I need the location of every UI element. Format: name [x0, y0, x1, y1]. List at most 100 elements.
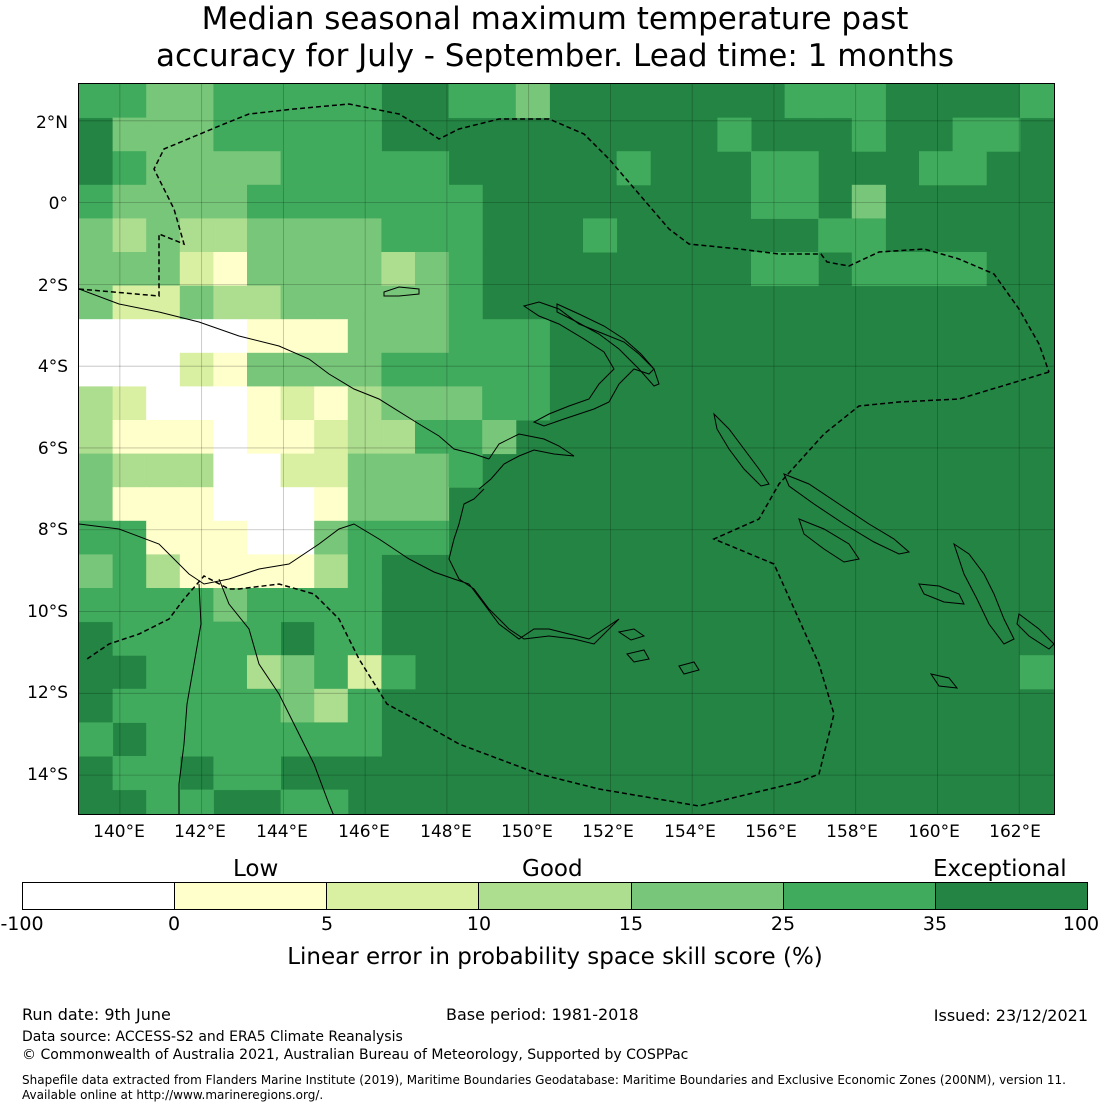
skill-cell [146, 420, 181, 455]
skill-cell [448, 184, 483, 219]
colorbar-label: Linear error in probability space skill … [287, 944, 823, 970]
skill-cell [213, 487, 248, 522]
skill-cell [381, 151, 416, 186]
skill-cell [247, 621, 282, 656]
skill-cell [146, 487, 181, 522]
skill-cell [280, 218, 315, 253]
skill-cell [415, 151, 450, 186]
skill-cell [247, 453, 282, 488]
lon-label-162e: 162°E [989, 822, 1041, 842]
skill-cell [247, 520, 282, 555]
skill-cell [79, 487, 114, 522]
skill-cell [347, 184, 382, 219]
skill-cell [347, 487, 382, 522]
skill-cell [247, 117, 282, 152]
skill-cell [247, 285, 282, 320]
skill-cells [79, 84, 1054, 814]
skill-cell [213, 420, 248, 455]
skill-cell [112, 621, 147, 656]
skill-cell [986, 117, 1021, 152]
new-ireland-island [556, 303, 660, 387]
skill-cell [213, 84, 248, 119]
skill-cell [112, 352, 147, 387]
skill-cell [851, 84, 886, 119]
skill-cell [79, 386, 114, 421]
skill-cell [818, 218, 853, 253]
chart-title-line-1: Median seasonal maximum temperature past [201, 1, 909, 37]
skill-cell [213, 285, 248, 320]
skill-cell [247, 487, 282, 522]
colorbar-tick: 35 [922, 913, 948, 935]
skill-cell [79, 252, 114, 287]
skill-cell [213, 621, 248, 656]
colorbar-category-exceptional: Exceptional [933, 856, 1067, 882]
new-guinea-south-coast [79, 488, 620, 645]
skill-cell [381, 252, 416, 287]
skill-cell [583, 218, 618, 253]
colorbar-bin [23, 883, 176, 909]
bougainville-island [713, 412, 770, 487]
skill-cell [482, 352, 517, 387]
skill-cell [482, 84, 517, 119]
skill-cell [112, 117, 147, 152]
skill-cell [247, 184, 282, 219]
skill-cell [784, 151, 819, 186]
skill-cell [213, 319, 248, 354]
skill-cell [146, 655, 181, 690]
shapefile-credit-line-2: Available online at http://www.marinereg… [22, 1088, 324, 1102]
skill-cell [112, 184, 147, 219]
lat-label-2s: 2°S [37, 276, 68, 296]
skill-cell [347, 588, 382, 623]
skill-cell [482, 420, 517, 455]
skill-cell [179, 252, 214, 287]
malaita-island [953, 542, 1015, 645]
makira-island [1016, 613, 1054, 650]
skill-cell [213, 218, 248, 253]
skill-cell [314, 789, 349, 814]
skill-cell [213, 386, 248, 421]
skill-cell [247, 588, 282, 623]
skill-cell [415, 487, 450, 522]
skill-cell [247, 252, 282, 287]
skill-cell [79, 420, 114, 455]
huon-gulf-coast [478, 433, 575, 490]
colorbar-tick: 25 [770, 913, 796, 935]
skill-cell [448, 453, 483, 488]
skill-cell [381, 218, 416, 253]
skill-cell [784, 252, 819, 287]
louisiade-islet-3 [678, 661, 700, 675]
skill-cell [146, 588, 181, 623]
colorbar-tick: 10 [466, 913, 492, 935]
cape-york-west-coast [178, 583, 202, 814]
skill-cell [179, 352, 214, 387]
skill-cell [213, 453, 248, 488]
skill-cell [515, 386, 550, 421]
skill-cell [213, 117, 248, 152]
colorbar-bin [327, 883, 480, 909]
skill-cell [381, 655, 416, 690]
skill-cell [415, 386, 450, 421]
skill-cell [415, 184, 450, 219]
skill-cell [482, 319, 517, 354]
manus-island [383, 286, 420, 297]
skill-cell [179, 386, 214, 421]
skill-cell [347, 386, 382, 421]
skill-cell [146, 688, 181, 723]
skill-cell [213, 722, 248, 757]
skill-cell [347, 621, 382, 656]
skill-cell [179, 84, 214, 119]
skill-cell [314, 655, 349, 690]
skill-cell [112, 252, 147, 287]
skill-cell [515, 84, 550, 119]
skill-cell [280, 588, 315, 623]
png-eez-south-boundary [86, 575, 800, 807]
skill-cell [818, 84, 853, 119]
lat-label-0: 0° [48, 194, 68, 214]
skill-cell [280, 285, 315, 320]
skill-cell [247, 352, 282, 387]
skill-cell [280, 520, 315, 555]
skill-cell [179, 218, 214, 253]
new-guinea-north-coast [79, 288, 490, 460]
skill-cell [112, 84, 147, 119]
new-britain-island [522, 301, 655, 427]
